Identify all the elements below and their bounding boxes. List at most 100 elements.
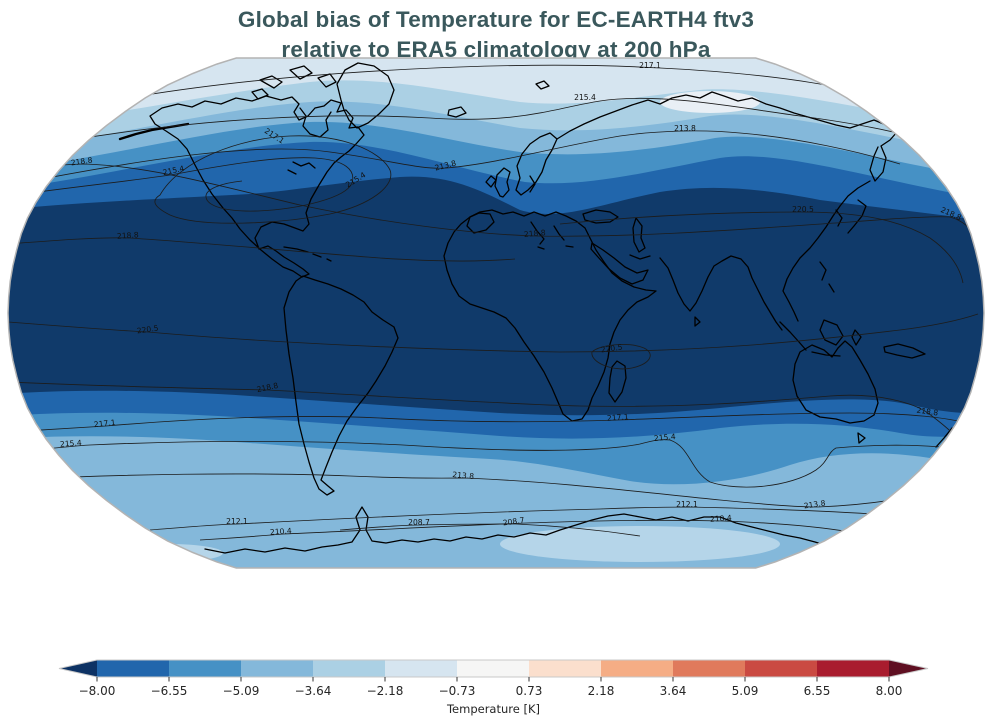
coast-iberia bbox=[466, 212, 495, 234]
coast-north-america bbox=[149, 95, 365, 278]
contour-215-south bbox=[8, 439, 963, 488]
contour-label: 210.4 bbox=[710, 513, 732, 524]
colorbar-under-arrow bbox=[59, 660, 97, 677]
contour-218-north-b bbox=[8, 237, 516, 262]
antarctica-light-patch-west bbox=[113, 544, 223, 562]
colorbar-tick-label: −0.73 bbox=[439, 684, 476, 698]
colorbar-segment bbox=[313, 660, 385, 677]
contour-label: 215.4 bbox=[60, 438, 82, 449]
colorbar-segment bbox=[673, 660, 745, 677]
colorbar: −8.00 −6.55 −5.09 −3.64 −2.18 −0.73 0.73 2.18 3.… bbox=[58, 659, 929, 698]
colorbar-segment bbox=[169, 660, 241, 677]
contour-label: 210.4 bbox=[270, 526, 292, 537]
colorbar-tick-label: 5.09 bbox=[732, 684, 759, 698]
coast-arabia bbox=[590, 242, 649, 285]
contour-label: 208.7 bbox=[408, 518, 430, 527]
contour-220-madagascar-loop bbox=[591, 344, 651, 370]
contour-label: 215.4 bbox=[654, 432, 677, 443]
coast-india bbox=[659, 255, 783, 331]
colorbar-axis-label: Temperature [K] bbox=[446, 702, 540, 716]
contour-220-northeast bbox=[559, 211, 964, 284]
contour-212-south bbox=[149, 506, 873, 531]
coast-east-asia bbox=[782, 180, 871, 322]
colorbar-tick-label: −5.09 bbox=[223, 684, 260, 698]
colorbar-tick-label: 2.18 bbox=[588, 684, 615, 698]
coast-arctic-islands bbox=[251, 65, 337, 100]
contour-218-north bbox=[8, 163, 981, 247]
colorbar-segment bbox=[529, 660, 601, 677]
coast-ireland bbox=[485, 175, 497, 188]
coast-italy-greece bbox=[530, 221, 574, 250]
contour-label: 213.8 bbox=[803, 499, 826, 511]
contour-218-south bbox=[8, 381, 956, 437]
colorbar-tick-label: −3.64 bbox=[295, 684, 332, 698]
contour-210-south bbox=[199, 519, 851, 541]
contour-label: 218.8 bbox=[256, 381, 279, 394]
contour-label: 213.8 bbox=[452, 470, 475, 481]
colorbar-segment bbox=[241, 660, 313, 677]
contour-label: 217.1 bbox=[93, 418, 116, 429]
colorbar-segment bbox=[385, 660, 457, 677]
contour-label: 217.1 bbox=[607, 412, 629, 423]
coastlines bbox=[118, 62, 953, 554]
contour-213-south bbox=[8, 473, 941, 508]
colorbar-tick-label: −8.00 bbox=[79, 684, 116, 698]
coast-madagascar bbox=[608, 360, 627, 403]
colorbar-segment bbox=[745, 660, 817, 677]
colorbar-tick-label: −2.18 bbox=[367, 684, 404, 698]
coast-greenland bbox=[336, 62, 395, 129]
contour-213-north bbox=[25, 130, 901, 183]
siberia-light-patch bbox=[660, 91, 760, 113]
contour-217-south bbox=[8, 412, 971, 433]
contour-label: 218.8 bbox=[70, 156, 93, 168]
coast-hudson-bay bbox=[299, 107, 332, 138]
contour-label: 208.7 bbox=[502, 516, 525, 528]
colorbar-tick-label: −6.55 bbox=[151, 684, 188, 698]
map-outline bbox=[7, 57, 985, 569]
coast-baltic bbox=[529, 175, 536, 193]
colorbar-tick-label: 0.73 bbox=[516, 684, 543, 698]
coast-africa bbox=[443, 209, 657, 422]
colorbar-segment bbox=[601, 660, 673, 677]
coast-sri-lanka bbox=[694, 316, 701, 327]
contour-217-atlantic-loop bbox=[154, 135, 392, 224]
band-south-3 bbox=[8, 436, 984, 568]
coast-persian-gulf bbox=[629, 254, 651, 260]
contour-label: 213.8 bbox=[674, 124, 696, 133]
coast-south-america bbox=[283, 275, 399, 496]
contour-label: 220.5 bbox=[792, 205, 814, 214]
contour-208-south bbox=[339, 523, 641, 537]
coast-antarctica bbox=[204, 506, 829, 554]
coast-iceland bbox=[447, 106, 467, 118]
coast-britain bbox=[494, 167, 511, 198]
antarctica-light-patch-east bbox=[500, 526, 780, 562]
contour-215-atlantic-loop bbox=[8, 157, 354, 212]
coast-australia bbox=[792, 340, 879, 444]
coast-indonesia bbox=[779, 261, 926, 359]
coast-caribbean bbox=[283, 246, 332, 262]
contour-label: 218.8 bbox=[524, 228, 547, 239]
coast-great-lakes bbox=[287, 161, 316, 175]
colorbar-segment bbox=[817, 660, 889, 677]
contour-label: 215.4 bbox=[162, 164, 185, 177]
colorbar-segment bbox=[457, 660, 529, 677]
contour-label: 215.4 bbox=[574, 93, 596, 102]
coast-svalbard bbox=[535, 80, 550, 90]
contour-label: 220.5 bbox=[136, 324, 159, 336]
colorbar-segment bbox=[97, 660, 169, 677]
coast-caspian bbox=[632, 217, 646, 253]
figure-title-line1: Global bias of Temperature for EC-EARTH4… bbox=[237, 7, 755, 32]
contour-215-north bbox=[59, 97, 931, 143]
contour-label: 217.1 bbox=[639, 61, 661, 70]
contour-220-tropics bbox=[8, 313, 979, 353]
coast-siberia bbox=[556, 91, 898, 182]
colorbar-over-arrow bbox=[889, 660, 928, 677]
contour-label: 212.1 bbox=[676, 500, 698, 509]
figure-title: Global bias of Temperature for EC-EARTH4… bbox=[0, 5, 992, 64]
colorbar-tick-label: 8.00 bbox=[876, 684, 903, 698]
colorbar-tick-label: 6.55 bbox=[804, 684, 831, 698]
contour-label: 212.1 bbox=[226, 517, 248, 526]
